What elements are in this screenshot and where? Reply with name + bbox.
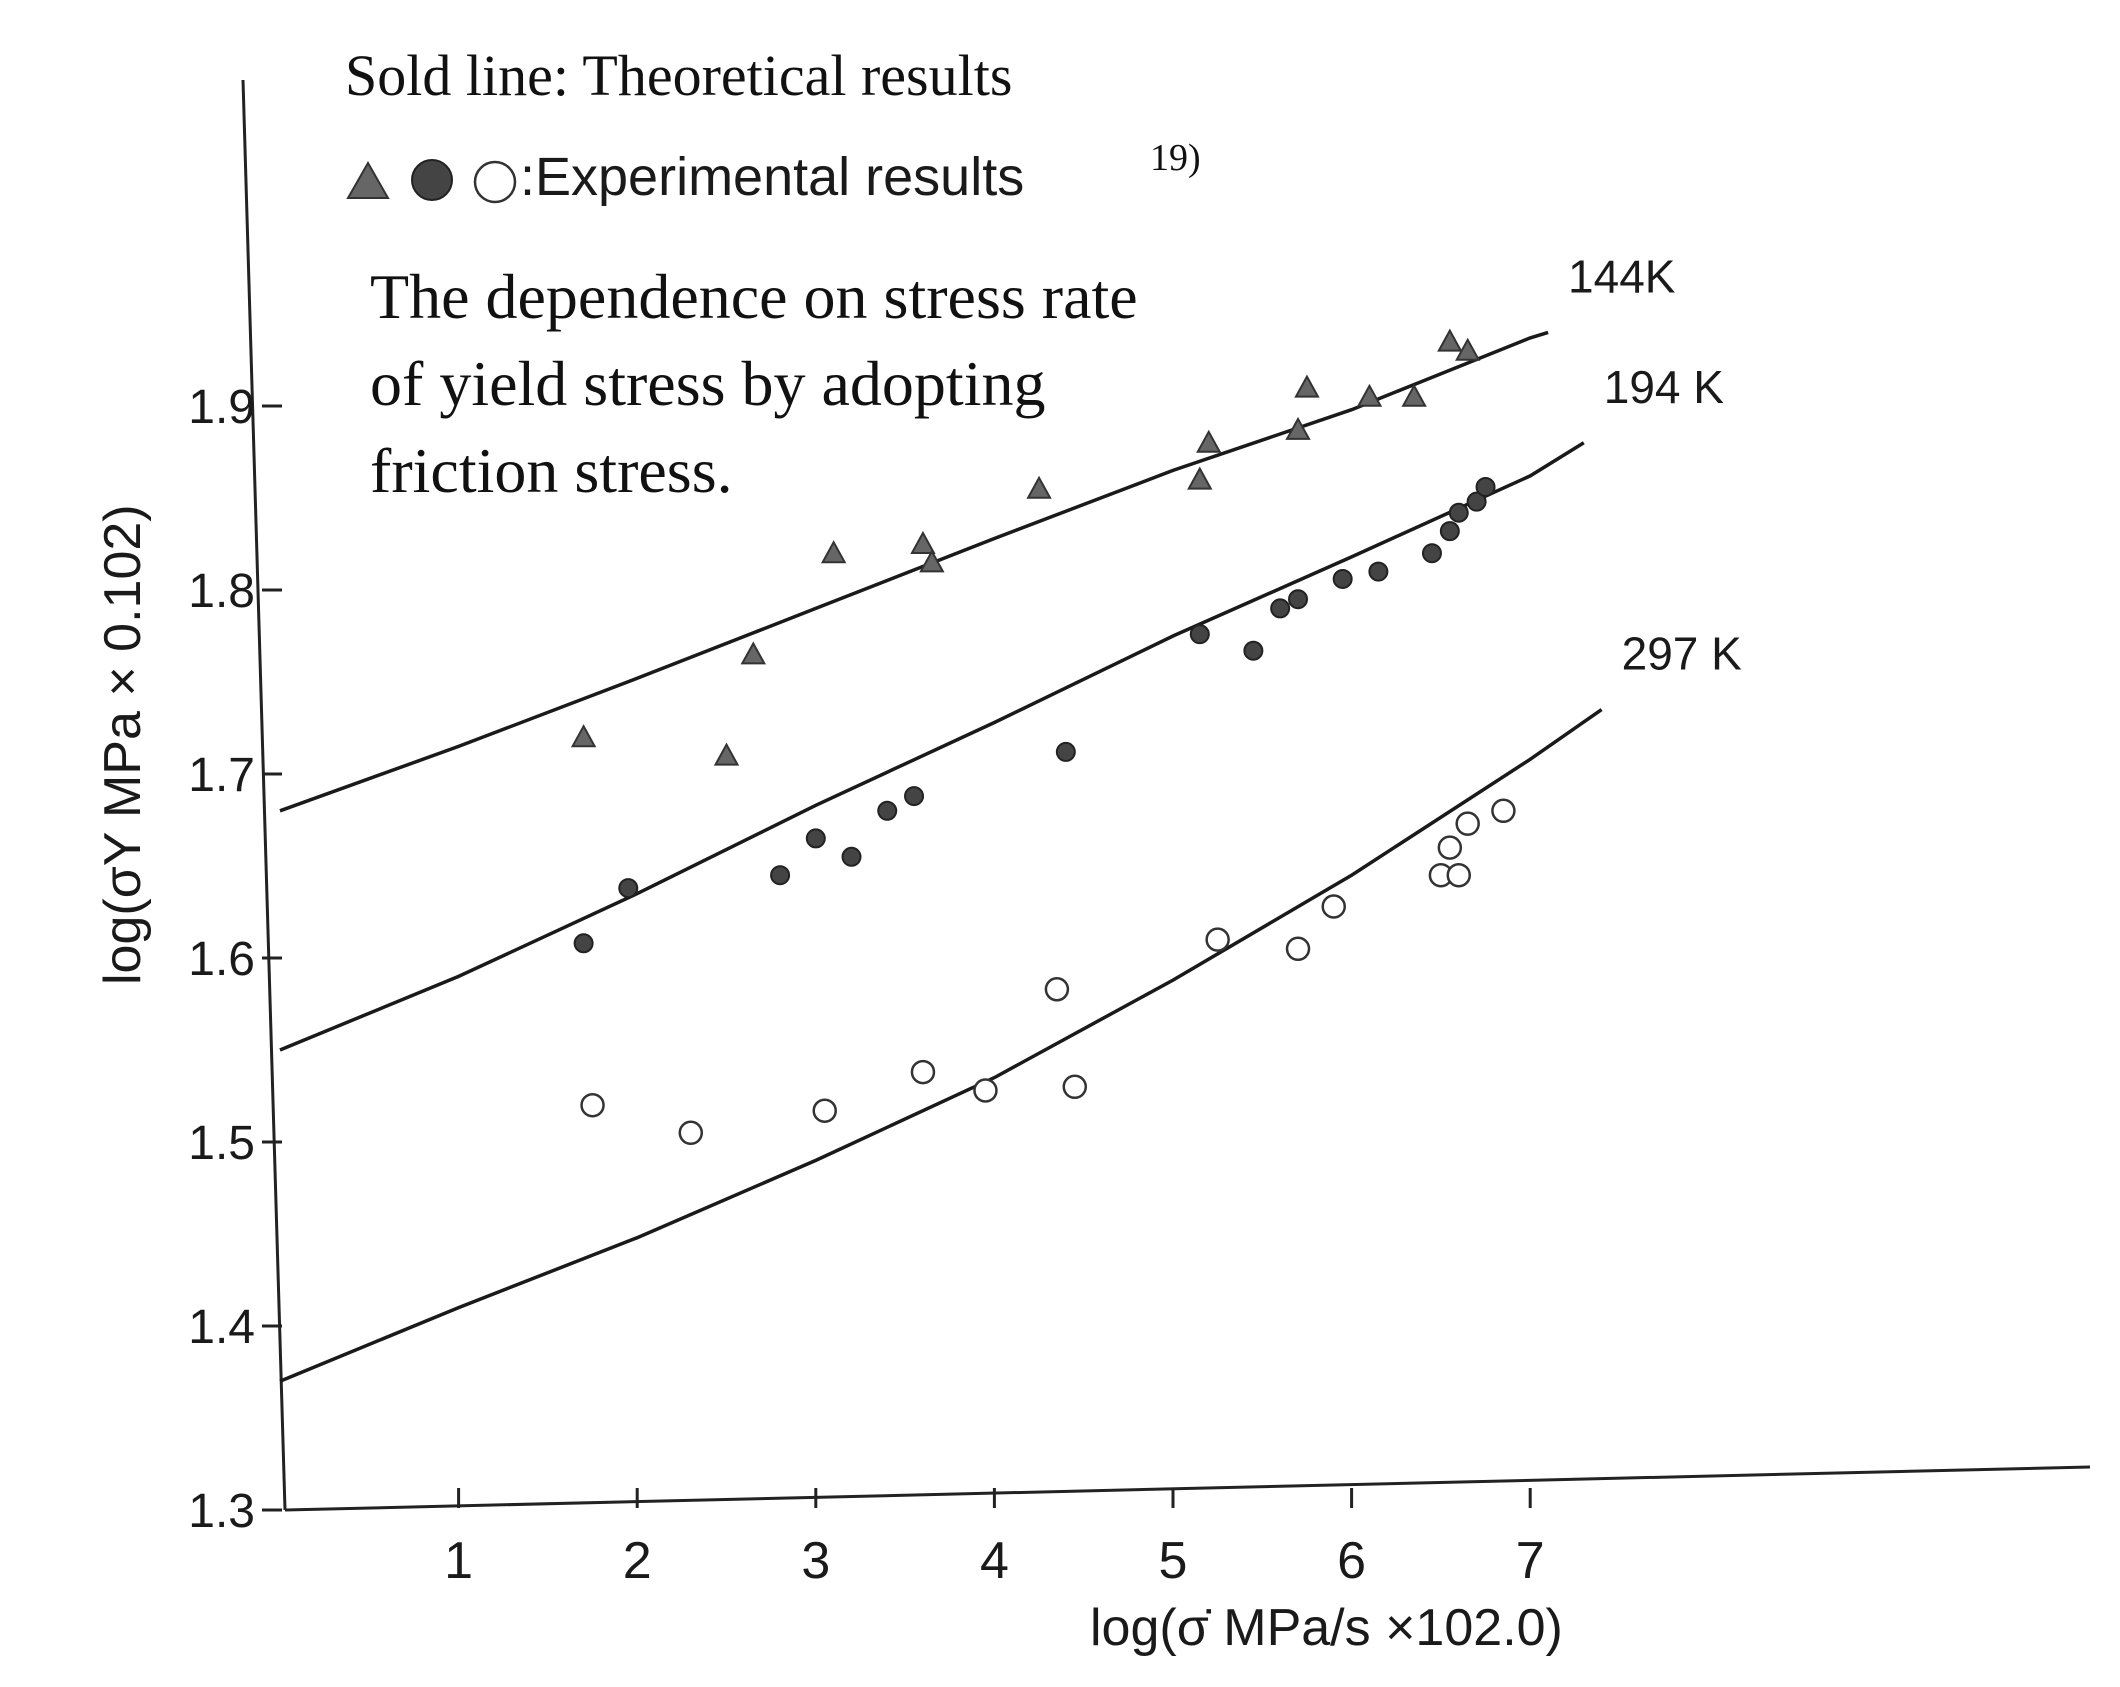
point-triangle [713,742,740,766]
y-tick-label: 1.8 [188,565,255,618]
x-tick-label: 5 [1159,1532,1188,1590]
curve-3 [279,708,1603,1383]
x-tick-label: 4 [980,1532,1009,1590]
curve-1 [279,330,1549,813]
series-label: 194 K [1604,361,1725,413]
point-triangle [1285,416,1311,440]
point-open-circle [812,1098,837,1123]
legend-line-text: Sold line: Theoretical results [345,43,1012,108]
point-triangle [1196,429,1222,453]
series-labels: 144K 194 K 297 K [1568,250,1742,679]
point-filled-circle [1189,624,1210,645]
point-filled-circle [805,828,826,849]
y-tick-label: 1.7 [188,749,255,802]
chart-title-line-2: of yield stress by adopting [370,348,1045,419]
x-axis-line [284,1465,2091,1512]
point-filled-circle [1368,561,1389,582]
point-open-circle [1062,1074,1088,1100]
x-tick-label: 7 [1516,1532,1545,1590]
point-open-circle [1455,811,1480,836]
series-label: 144K [1568,250,1676,302]
point-open-circle [1205,927,1230,952]
legend-markers [346,159,517,204]
point-open-circle [973,1078,998,1103]
y-tick-label: 1.3 [188,1485,255,1538]
point-open-circle [678,1120,704,1146]
y-axis-line [241,79,287,1511]
chart-title-line-1: The dependence on stress rate [370,261,1138,332]
point-open-circle [1446,862,1472,888]
point-triangle [740,641,766,665]
point-filled-circle [1448,502,1469,523]
y-tick-label: 1.4 [188,1301,255,1354]
point-filled-circle [1243,640,1264,661]
point-filled-circle [1421,543,1442,564]
x-tick-label: 1 [444,1532,473,1590]
point-triangle [1454,337,1481,361]
y-tick-label: 1.9 [188,381,255,434]
x-axis-label: log(σ̇ MPa/s ×102.0) [1090,1599,1563,1657]
point-filled-circle [1466,491,1487,512]
point-open-circle [910,1059,936,1085]
axis-ticks: 1 2 3 4 5 6 7 1.3 1.4 1.5 1.6 1.7 1.8 1.9 [188,381,1544,1590]
point-triangle [1026,475,1052,499]
point-triangle [1187,466,1213,490]
point-filled-circle [877,800,898,821]
chart-title-line-3: friction stress. [370,435,733,506]
y-axis-label: log(σY MPa × 0.102) [94,504,152,985]
point-filled-circle [1270,598,1291,619]
point-triangle [919,549,945,573]
x-tick-label: 6 [1337,1532,1366,1590]
x-tick-label: 3 [801,1532,830,1590]
y-tick-label: 1.6 [188,933,255,986]
point-filled-circle [573,933,594,954]
point-open-circle [1321,894,1346,919]
legend-open-circle-marker [473,160,517,204]
point-filled-circle [1475,476,1496,497]
legend-filled-circle-marker [411,159,453,201]
point-triangle [570,724,597,748]
series-label: 297 K [1622,628,1743,680]
legend-markers-text: :Experimental results [520,147,1024,207]
experimental-points [570,328,1516,1146]
point-open-circle [1437,835,1463,860]
x-tick-label: 2 [623,1532,652,1590]
point-open-circle [580,1092,605,1118]
curve-2 [279,441,1585,1052]
point-filled-circle [770,865,791,886]
point-filled-circle [1332,568,1353,589]
point-triangle [910,530,936,554]
legend-triangle-marker [346,160,390,199]
legend-reference: 19) [1150,137,1201,179]
point-filled-circle [1288,589,1309,610]
point-open-circle [1285,936,1311,962]
point-triangle [1401,383,1427,407]
point-open-circle [1491,798,1516,824]
point-triangle [1356,383,1383,407]
y-tick-label: 1.5 [188,1117,255,1170]
point-triangle [820,540,847,564]
point-filled-circle [618,878,639,899]
point-open-circle [1044,977,1070,1002]
point-filled-circle [1439,521,1460,542]
point-triangle [1294,374,1320,398]
point-filled-circle [1055,741,1076,762]
point-filled-circle [904,786,925,807]
point-filled-circle [841,846,862,867]
point-triangle [1437,328,1463,352]
